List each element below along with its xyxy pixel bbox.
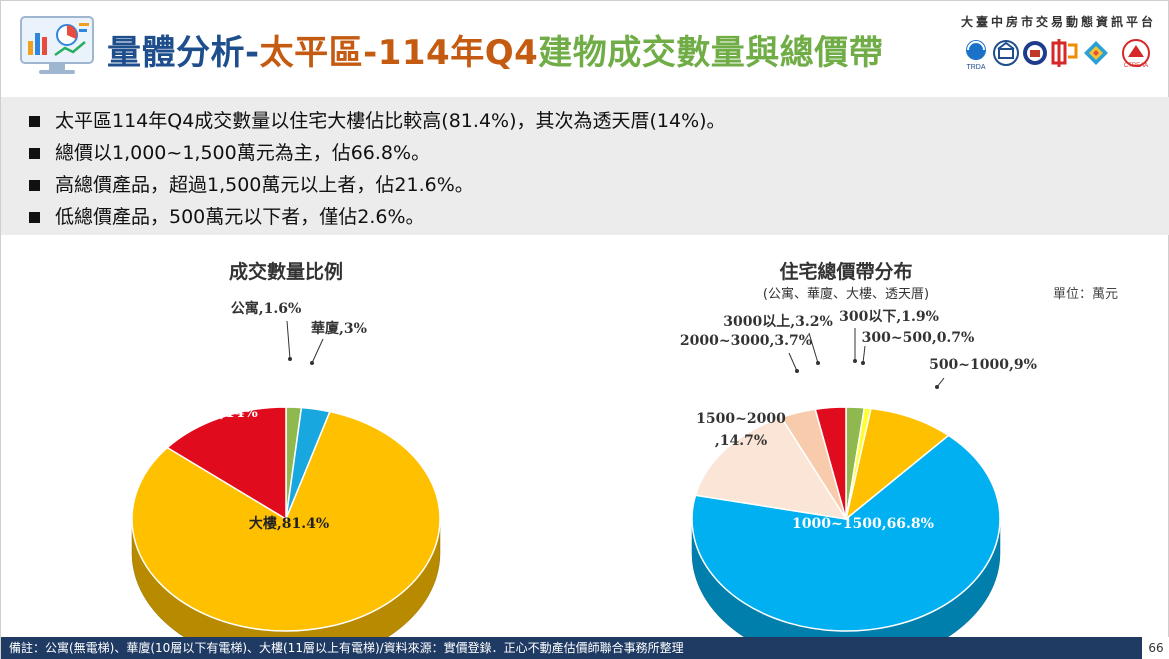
- data-label-300~500: 300~500,0.7%: [862, 330, 975, 346]
- leader-dot-2000~3000: [795, 369, 799, 373]
- summary-bullet: 高總價產品，超過1,500萬元以上者，佔21.6%。: [29, 169, 1169, 201]
- summary-bullet: 總價以1,000~1,500萬元為主，佔66.8%。: [29, 137, 1169, 169]
- data-label-透天: 透天: [225, 383, 254, 399]
- bullet-square-icon: [29, 116, 40, 127]
- leader-dot-公寓: [288, 357, 292, 361]
- platform-name: 大臺中房市交易動態資訊平台: [960, 15, 1156, 29]
- summary-panel: 太平區114年Q4成交數量以住宅大樓佔比較高(81.4%)，其次為透天厝(14%…: [1, 97, 1169, 235]
- leader-line-華廈: [311, 338, 324, 364]
- data-label-1500~2000: 1500~2000: [696, 411, 786, 427]
- leader-line-公寓: [286, 320, 291, 360]
- data-label-500~1000: 500~1000,9%: [929, 357, 1037, 373]
- data-label-公寓: 公寓,1.6%: [231, 300, 302, 317]
- pie-slice-1500~2000: [694, 416, 848, 520]
- leader-dot-3000以上: [816, 361, 820, 365]
- summary-text: 太平區114年Q4成交數量以住宅大樓佔比較高(81.4%)，其次為透天厝(14%…: [55, 110, 726, 132]
- pie-label-group: 300以下,1.9% 300~500,0.7% 500~1000,9% 1000~15…: [680, 309, 1037, 532]
- data-label-3000以上: 3000以上,3.2%: [723, 314, 833, 330]
- title-part-3: 建物成交數量與總價帶: [538, 33, 884, 73]
- header: 量體分析-太平區-114年Q4建物成交數量與總價帶 大臺中房市交易動態資訊平台 …: [1, 1, 1169, 93]
- partner-logos: TRDA: [966, 39, 1150, 71]
- trda-logo-icon: TRDA: [966, 40, 986, 71]
- leader-dot-300以下: [853, 359, 857, 363]
- data-label-value-透天: ,14%: [220, 405, 258, 421]
- association-logo-icon: [993, 40, 1019, 66]
- summary-text: 總價以1,000~1,500萬元為主，佔66.8%。: [55, 142, 431, 164]
- data-label-大樓: 大樓,81.4%: [249, 515, 329, 532]
- title-part-2: 太平區-114年Q4: [259, 33, 539, 73]
- chart2-subtitle: (公寓、華廈、大樓、透天厝): [762, 287, 930, 302]
- trda-logo-text: TRDA: [966, 64, 985, 71]
- leader-dot-500~1000: [935, 385, 939, 389]
- summary-text: 高總價產品，超過1,500萬元以上者，佔21.6%。: [55, 174, 474, 196]
- chart2-title: 住宅總價帶分布: [779, 261, 913, 283]
- bullet-square-icon: [29, 180, 40, 191]
- data-label-1000~1500: 1000~1500,66.8%: [792, 516, 934, 532]
- data-label-2000~3000: 2000~3000,3.7%: [680, 333, 812, 349]
- pie-label-group: 公寓,1.6% 華廈,3% 大樓,81.4% 透天 ,14%: [220, 300, 367, 532]
- footer-note: 備註：公寓(無電梯)、華廈(10層以下有電梯)、大樓(11層以上有電梯)/資料來…: [1, 637, 1142, 659]
- bullet-square-icon: [29, 148, 40, 159]
- leader-line-3000以上: [808, 332, 819, 364]
- pie-slice-3000以上: [814, 406, 847, 520]
- pie-slice-1000~1500: [691, 434, 1001, 632]
- ctreaa-logo-text: CTREAA: [1124, 63, 1148, 69]
- chart2-pie: 300以下,1.9% 300~500,0.7% 500~1000,9% 1000~15…: [680, 309, 1037, 659]
- leader-line-300~500: [862, 345, 866, 364]
- leader-dot-300~500: [861, 361, 865, 365]
- government-seal-icon: [1023, 41, 1047, 65]
- page-number: 66: [1142, 637, 1169, 659]
- pie-slice-透天: [166, 406, 287, 521]
- ctreaa-logo-icon: CTREAA: [1122, 39, 1150, 69]
- pie-slice-大樓: [131, 410, 441, 632]
- pie-slice-500~1000: [844, 407, 950, 521]
- leader-dot-華廈: [310, 361, 314, 365]
- title-part-1: 量體分析-: [107, 33, 260, 73]
- summary-text: 低總價產品，500萬元以下者，僅佔2.6%。: [55, 206, 425, 228]
- summary-bullet: 低總價產品，500萬元以下者，僅佔2.6%。: [29, 201, 1169, 233]
- chart1-pie: 公寓,1.6% 華廈,3% 大樓,81.4% 透天 ,14%: [131, 300, 441, 659]
- summary-bullet: 太平區114年Q4成交數量以住宅大樓佔比較高(81.4%)，其次為透天厝(14%…: [29, 105, 1169, 137]
- chart2-unit: 單位：萬元: [1053, 287, 1119, 302]
- chart1-title: 成交數量比例: [228, 261, 343, 283]
- data-label-value-1500~2000: ,14.7%: [715, 433, 767, 449]
- data-label-300以下: 300以下,1.9%: [839, 309, 939, 325]
- analytics-monitor-icon: [20, 16, 94, 74]
- taichung-logo-icon: [1051, 39, 1078, 67]
- leader-line-2000~3000: [788, 352, 798, 372]
- page-title: 量體分析-太平區-114年Q4建物成交數量與總價帶: [107, 25, 883, 74]
- pie-top-group: [131, 406, 441, 632]
- bullet-square-icon: [29, 212, 40, 223]
- diamond-logo-icon: [1084, 41, 1108, 65]
- pie-top-group: [691, 406, 1001, 632]
- data-label-華廈: 華廈,3%: [311, 320, 367, 337]
